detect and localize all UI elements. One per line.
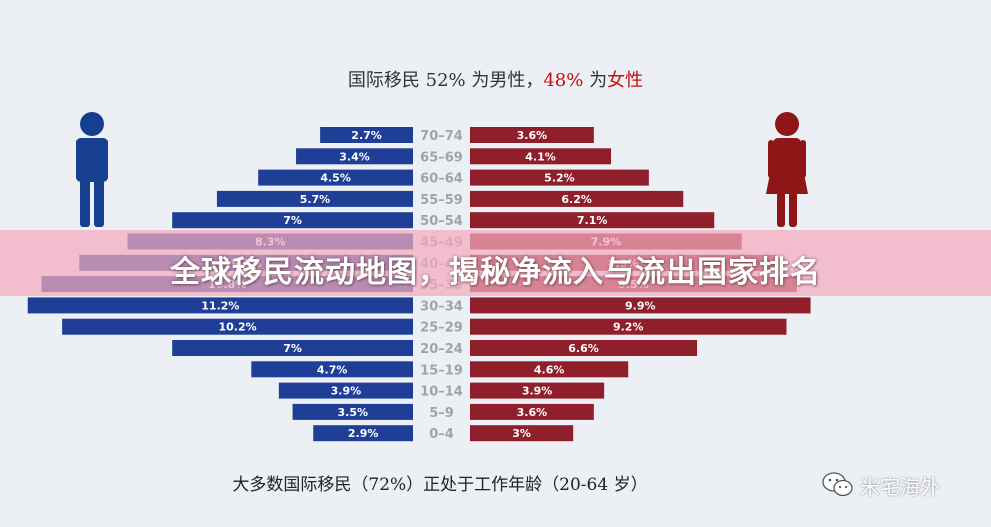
male-bar [216,190,413,207]
age-group-label: 60–64 [420,172,463,187]
female-value-label: 4.1% [525,150,556,163]
female-value-label: 9.2% [613,321,644,334]
female-bar [470,425,574,442]
female-value-label: 7.1% [577,214,608,227]
female-bar [470,361,629,378]
female-value-label: 3.9% [522,385,553,398]
age-group-label: 15–19 [420,363,463,378]
female-value-label: 9.9% [625,299,656,312]
age-group-label: 10–14 [420,385,463,400]
headline-female-word: 女性 [607,70,644,91]
footer-caption: 大多数国际移民（72%）正处于工作年龄（20-64 岁） [232,475,648,495]
male-value-label: 2.7% [351,129,382,142]
male-bar [296,148,413,165]
female-value-label: 4.6% [534,363,565,376]
female-bar [470,340,698,356]
age-group-label: 65–69 [420,150,463,165]
watermark: 米宅海外 [822,470,940,500]
watermark-text: 米宅海外 [860,474,940,499]
headline-text: 国际移民 52% 为男性， [347,70,544,91]
female-value-label: 6.6% [568,342,599,355]
female-bar [470,127,594,143]
male-bar [172,212,413,229]
male-bar [258,169,413,186]
female-figure-icon [766,112,808,227]
male-value-label: 4.5% [320,172,351,185]
male-value-label: 3.4% [339,150,370,163]
age-group-label: 55–59 [420,193,463,208]
female-bar [470,382,605,399]
female-value-label: 3.6% [517,129,548,142]
male-bar [313,425,413,442]
female-bar [470,212,715,229]
male-bar [278,382,413,399]
female-bar [470,318,787,335]
age-group-label: 25–29 [420,321,463,336]
male-bar [251,361,413,378]
banner-title: 全球移民流动地图，揭秘净流入与流出国家排名 [170,255,821,290]
male-value-label: 3.9% [331,385,362,398]
male-value-label: 2.9% [348,427,379,440]
male-bar [292,403,413,420]
headline-connector: 为 [583,70,608,91]
female-bar [470,148,612,165]
headline-female-percent: 48% [543,70,584,91]
title-banner [0,230,991,296]
age-group-label: 0–4 [429,427,454,442]
male-value-label: 7% [283,214,302,227]
age-group-label: 20–24 [420,342,463,357]
male-value-label: 7% [283,342,302,355]
age-group-label: 30–34 [420,299,463,314]
age-group-label: 70–74 [420,129,463,144]
male-figure-icon [76,112,108,227]
female-bar [470,403,594,420]
male-value-label: 3.5% [338,406,369,419]
male-bar [27,297,413,314]
male-bar [320,127,413,143]
male-bar [62,318,414,335]
wechat-icon [822,472,853,497]
age-group-label: 5–9 [429,406,454,421]
headline: 国际移民 52% 为男性，48% 为女性 [0,66,991,92]
male-bar [172,340,413,356]
female-value-label: 5.2% [544,172,575,185]
female-bar [470,297,811,314]
male-value-label: 11.2% [201,299,239,312]
female-value-label: 3% [512,427,531,440]
female-bar [470,169,649,186]
male-value-label: 10.2% [218,321,256,334]
age-group-label: 50–54 [420,214,463,229]
male-value-label: 5.7% [300,193,331,206]
female-value-label: 6.2% [561,193,592,206]
female-value-label: 3.6% [517,406,548,419]
female-bar [470,190,684,207]
male-value-label: 4.7% [317,363,348,376]
